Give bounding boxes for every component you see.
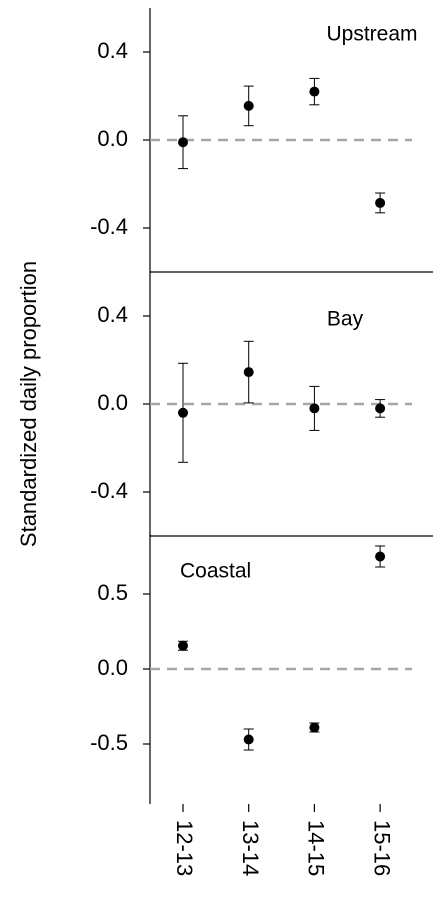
x-tick-label: 13-14 (238, 820, 263, 876)
point (375, 551, 386, 562)
y-axis-label: Standardized daily proportion (16, 261, 41, 547)
point (375, 197, 386, 208)
y-tick-label: 0.4 (97, 302, 128, 327)
y-tick-label: 0.4 (97, 38, 128, 63)
point (178, 640, 188, 651)
x-tick-label: 14-15 (304, 820, 329, 876)
y-tick-label: -0.5 (90, 730, 128, 755)
y-tick-label: 0.0 (97, 390, 128, 415)
panel-label: Upstream (326, 23, 417, 46)
y-tick-label: -0.4 (90, 478, 128, 503)
point (243, 367, 254, 378)
y-tick-label: -0.4 (90, 214, 128, 239)
y-tick-label: 0.0 (97, 655, 128, 680)
x-tick-label: 15-16 (369, 820, 394, 876)
point (309, 403, 320, 414)
point (178, 407, 188, 418)
point (309, 722, 320, 733)
point (243, 734, 254, 745)
point (178, 137, 188, 148)
panel-label: Coastal (180, 560, 251, 583)
y-tick-label: 0.5 (97, 580, 128, 605)
y-tick-label: 0.0 (97, 126, 128, 151)
point (243, 100, 254, 111)
x-tick-label: 12-13 (172, 820, 197, 876)
point (309, 86, 320, 97)
panel-label: Bay (327, 308, 364, 331)
point (375, 403, 386, 414)
